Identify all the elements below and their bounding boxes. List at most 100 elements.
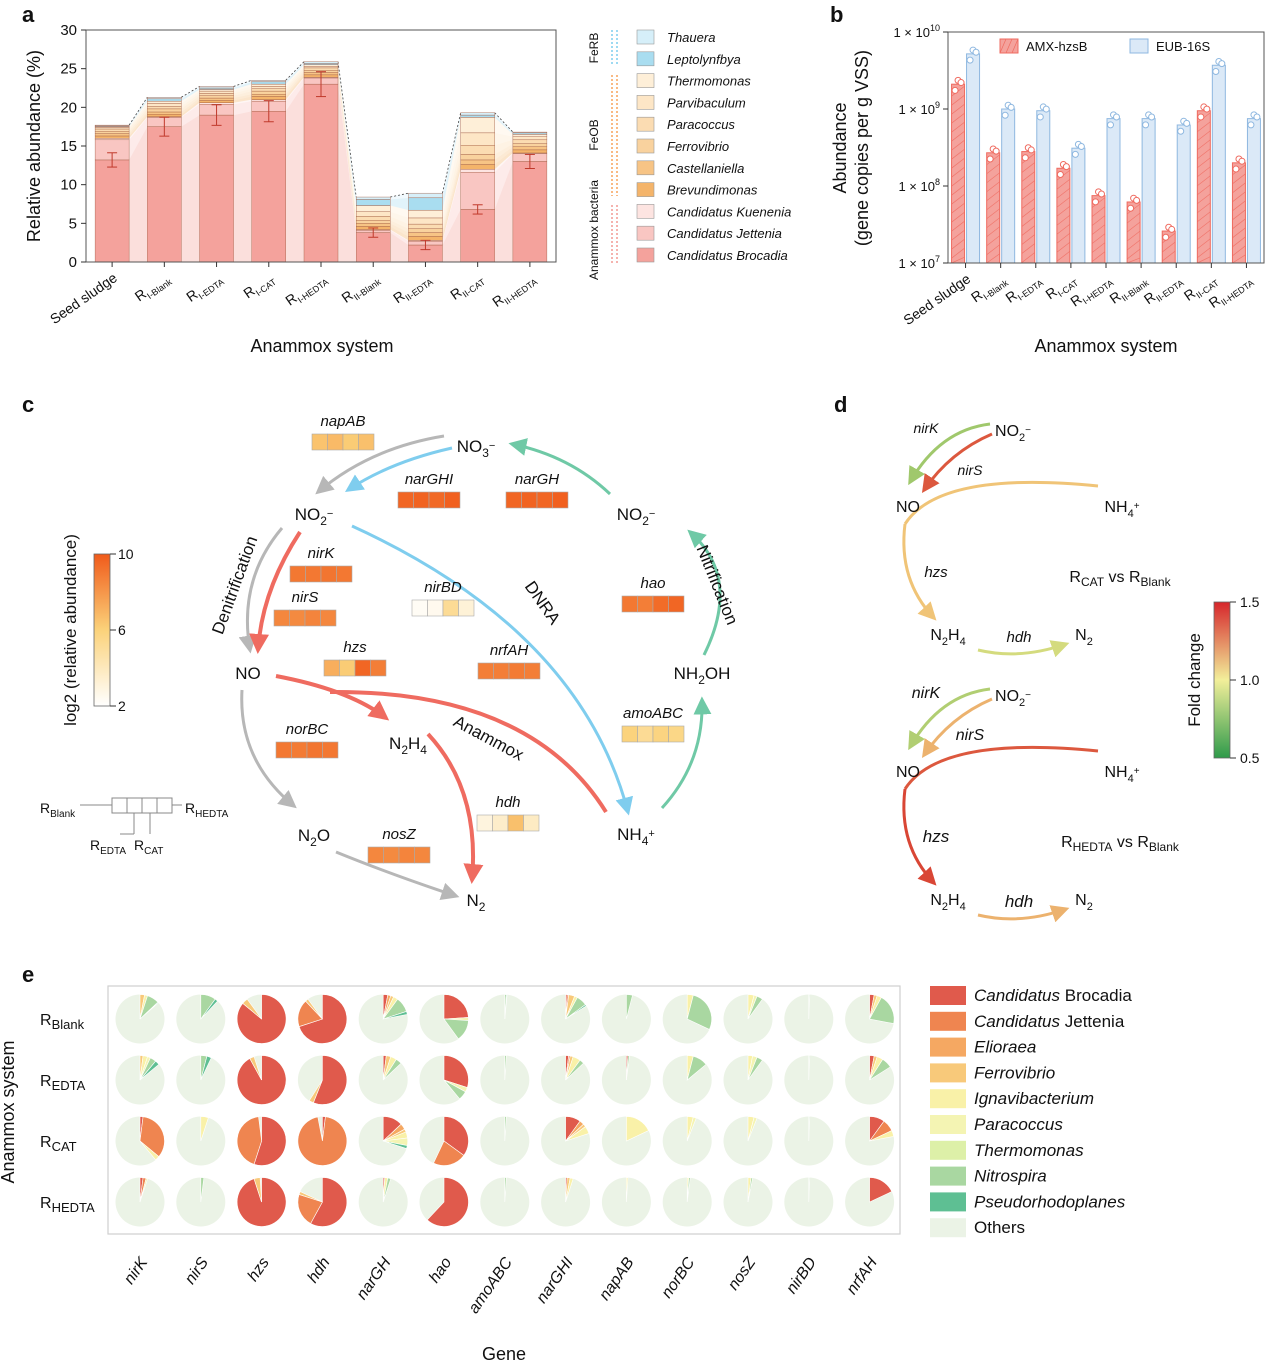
area-fill	[129, 111, 148, 136]
legend-label: Candidatus Jettenia	[974, 1012, 1125, 1031]
legend-swatch	[636, 225, 655, 241]
hatch	[1021, 252, 1035, 263]
bar-segment	[512, 143, 548, 147]
area-fill	[233, 81, 252, 90]
row-label: RCAT	[40, 1134, 77, 1154]
hatch	[986, 181, 1000, 193]
node-part: +	[648, 828, 654, 840]
top-connector	[233, 79, 252, 87]
title-part: Blank	[1149, 840, 1180, 854]
pie-slice	[298, 994, 348, 1044]
data-point	[1177, 127, 1185, 135]
label-nirK: nirK	[912, 685, 942, 702]
node-part: N	[930, 892, 942, 909]
legend-label: Candidatus Kuenenia	[667, 204, 791, 219]
area-fill	[338, 74, 357, 230]
key-hedta-sub: HEDTA	[195, 809, 228, 820]
colorbar-c-label: log2 (relative abundance)	[61, 534, 80, 726]
node-nh4: NH4+	[1104, 764, 1139, 785]
bar-segment	[408, 192, 443, 199]
hatch	[1232, 245, 1246, 257]
area-fill	[181, 98, 200, 115]
heat-cell-norBC	[291, 741, 308, 759]
ytick-mantissa: 1 × 10	[898, 256, 935, 271]
area-fill	[285, 64, 304, 87]
area-fill	[129, 126, 148, 263]
node-part: NO	[995, 688, 1019, 705]
svg-text:RBlank: RBlank	[40, 800, 76, 820]
bar-segment	[94, 138, 130, 141]
arrow-nh2oh-to-no2	[687, 529, 722, 656]
legend-label: Ferrovibrio	[667, 139, 729, 154]
data-point	[1127, 204, 1135, 212]
legend-name: Ignavibacterium	[974, 1089, 1094, 1108]
comparison-title: RHEDTA vs RBlank	[1061, 834, 1180, 854]
heat-cell-norBC	[275, 741, 292, 759]
node-no3: NO3−	[457, 437, 496, 460]
bar-segment	[94, 128, 130, 132]
hatch	[1126, 257, 1141, 264]
ytick-exponent: 8	[935, 177, 940, 187]
node-part: 2	[1019, 432, 1025, 444]
label-hdh: hdh	[1006, 629, 1031, 646]
ytick-label: 20	[60, 99, 77, 116]
panel-b-legend: AMX-hzsB EUB-16S	[999, 38, 1211, 54]
xtick-label: RII-HEDTA	[1206, 270, 1256, 313]
colorbar-d-tick-05: 0.5	[1240, 750, 1260, 766]
legend-prefix: Candidatus	[974, 1012, 1065, 1031]
colorbar-c-tick-6: 6	[118, 622, 126, 638]
bar-segment	[94, 127, 130, 130]
bar-segment	[251, 90, 286, 95]
key-blank-main: R	[40, 800, 50, 816]
legend-label: Elioraea	[974, 1038, 1036, 1057]
pie-slice	[869, 997, 895, 1024]
node-n2: N2	[467, 891, 486, 914]
legend-label: AMX-hzsB	[1026, 39, 1087, 54]
heat-cell-napAB	[358, 433, 375, 451]
legend-label: Leptolynfbya	[667, 52, 741, 67]
ytick-label: 1 × 1010	[893, 23, 940, 40]
pie-slice	[139, 1177, 148, 1203]
pie-slice	[249, 1056, 262, 1081]
gene-label: narGHI	[533, 1254, 577, 1306]
legend-label: Candidatus Brocadia	[667, 248, 788, 263]
hatch	[1056, 196, 1071, 208]
legend-name: Elioraea	[974, 1038, 1036, 1057]
label-hzs: hzs	[924, 564, 948, 581]
area-fill	[442, 169, 461, 242]
bar-segment	[199, 89, 234, 92]
node-part: 4	[1128, 508, 1134, 520]
panel-e-ylabel: Anammox system	[0, 1040, 18, 1183]
data-point	[1247, 121, 1255, 129]
gene-label: nirBD	[783, 1254, 820, 1297]
area-fill	[338, 64, 357, 212]
data-point	[992, 147, 1000, 155]
colorbar-d-tick-15: 1.5	[1240, 594, 1260, 610]
bar-segment	[147, 108, 182, 113]
heat-cell-narGH	[521, 491, 538, 509]
hatch	[1056, 214, 1071, 226]
pie-slice	[305, 998, 323, 1020]
area-fill	[181, 102, 200, 118]
area-fill	[129, 101, 148, 128]
xtick-label: RII-CAT	[447, 269, 487, 305]
heat-cell-nirS	[289, 609, 306, 627]
label-sub: II-CAT	[461, 276, 488, 299]
heat-cell-nirBD	[442, 599, 459, 617]
hatch	[986, 217, 1000, 229]
arrow-dnra	[351, 524, 634, 816]
xtick-label: RI-EDTA	[183, 269, 226, 307]
pie-slice	[808, 1055, 810, 1081]
panel-a-xlabel: Anammox system	[250, 336, 393, 356]
row-label: RHEDTA	[40, 1195, 95, 1215]
pie-slice	[565, 1059, 584, 1081]
gene-label: norBC	[659, 1254, 699, 1301]
pie-slice	[139, 1116, 165, 1158]
pie-slice	[200, 1055, 212, 1081]
node-part: +	[1134, 766, 1140, 777]
bar-segment	[251, 81, 286, 85]
ytick-label: 10	[60, 177, 77, 194]
hatch	[951, 238, 965, 250]
hatch	[1232, 236, 1246, 248]
label-main: R	[40, 1012, 52, 1029]
